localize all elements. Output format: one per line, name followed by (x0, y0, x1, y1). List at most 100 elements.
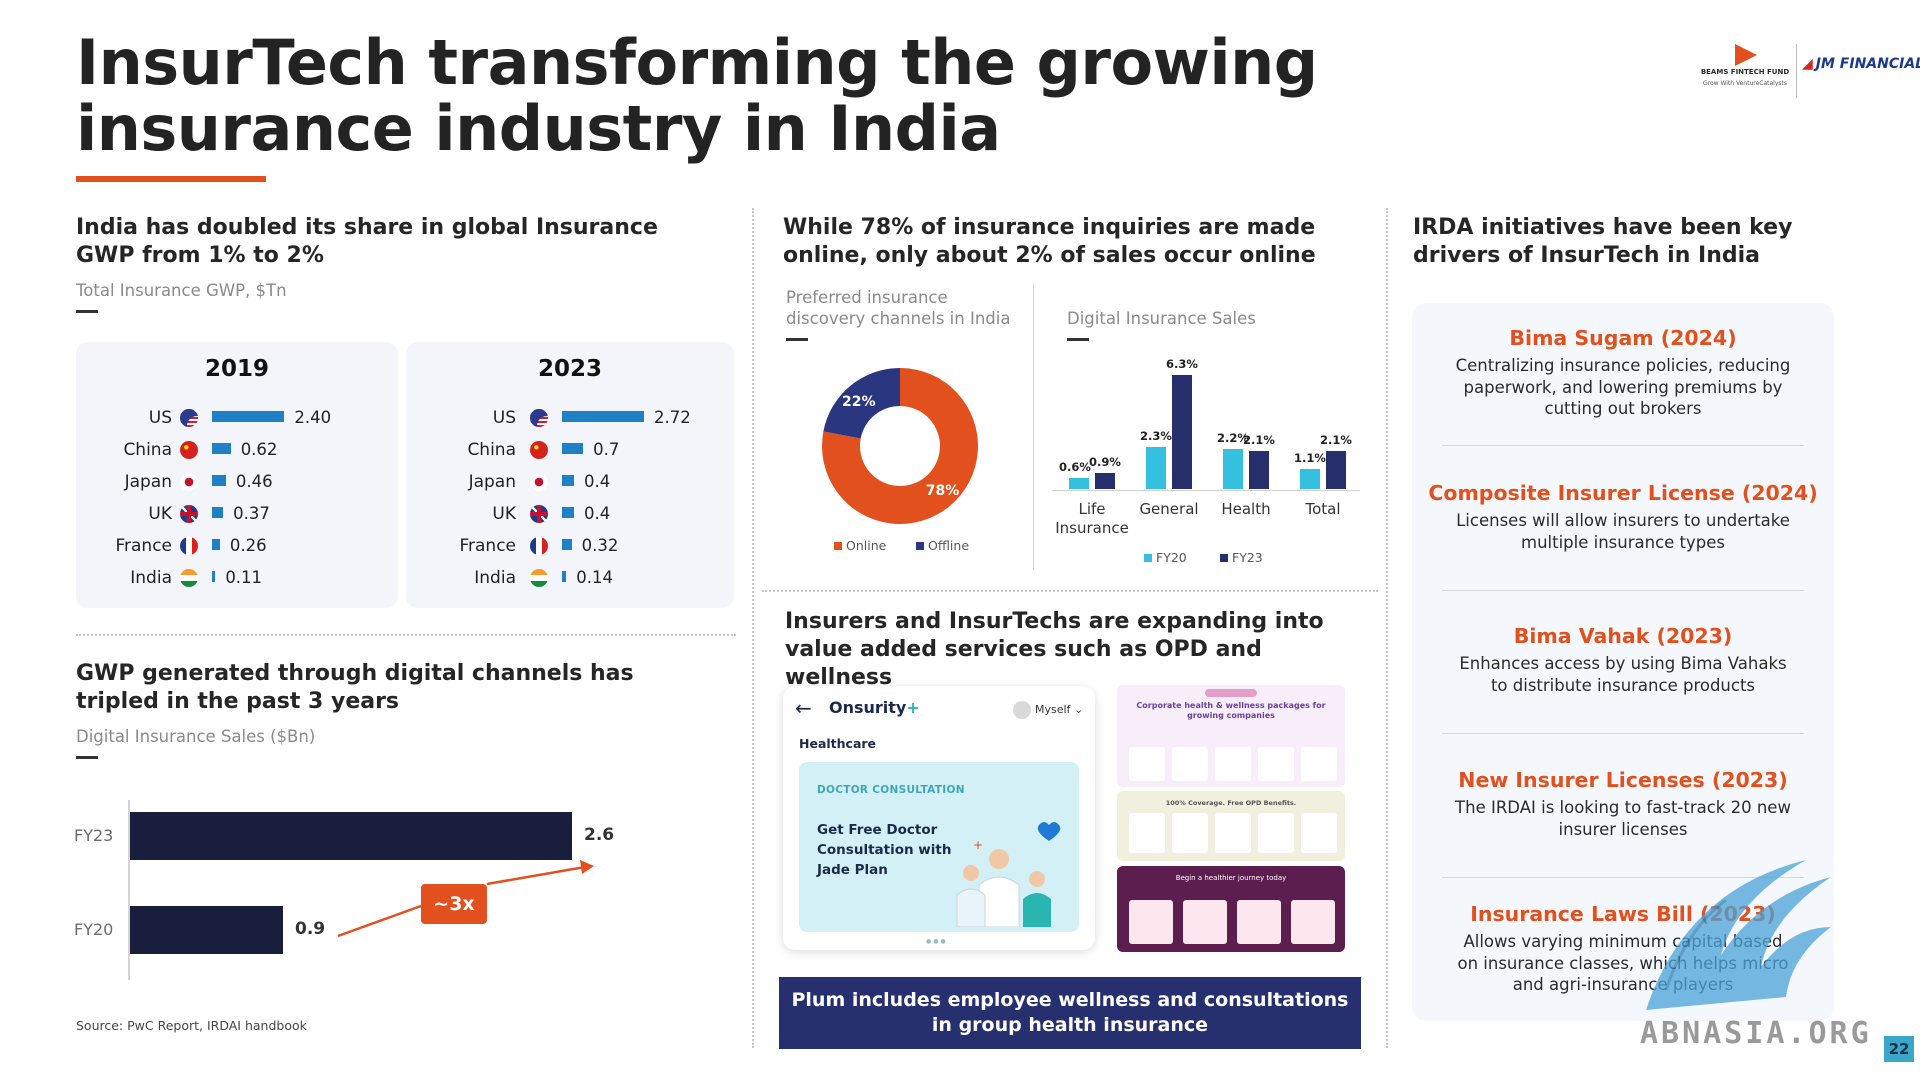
uk-flag-icon (530, 505, 548, 523)
column-divider-right (1386, 208, 1388, 1048)
donut-label-online: 78% (926, 483, 960, 499)
france-flag-icon (530, 537, 548, 555)
irda-heading: IRDA initiatives have been key drivers o… (1413, 215, 1793, 268)
sales-bar-fy23 (1172, 375, 1192, 489)
plum-screenshot-opd: 100% Coverage. Free OPD Benefits. (1117, 791, 1345, 861)
digital-heading: GWP generated through digital channels h… (76, 661, 634, 714)
donut-slice-online (822, 368, 978, 524)
gwp-row: US 2.40 (76, 406, 398, 430)
sales-bar-fy20 (1223, 449, 1243, 489)
sales-subtitle-dash (1067, 338, 1089, 341)
legend-swatch (1144, 554, 1152, 562)
initiative-divider (1442, 445, 1804, 446)
country-label: China (467, 440, 516, 460)
legend-label: FY23 (1232, 550, 1263, 565)
app-cta-text: Get Free Doctor Consultation with Jade P… (817, 822, 952, 878)
country-label: France (459, 536, 516, 556)
sales-bar-fy20 (1146, 447, 1166, 489)
gwp-row: Japan 0.4 (406, 470, 734, 494)
digital-category-label: FY23 (74, 826, 114, 845)
gwp-value: 0.62 (240, 440, 278, 459)
gwp-bar (562, 571, 567, 582)
donut-label-offline: 22% (842, 394, 876, 410)
carousel-dots: ●●● (926, 938, 948, 945)
inner-divider (1033, 284, 1034, 570)
gwp-heading: India has doubled its share in global In… (76, 215, 658, 268)
donut-slice-offline (823, 368, 900, 439)
initiative-description: Licenses will allow insurers to undertak… (1456, 511, 1790, 552)
sales-value-label: 0.9% (1089, 454, 1121, 469)
benefit-tile (1258, 813, 1294, 853)
gwp-value: 0.11 (225, 568, 263, 587)
bird-watermark-icon (1646, 860, 1831, 1010)
gwp-row: Japan 0.46 (76, 470, 398, 494)
growth-arrow (337, 860, 594, 938)
benefit-tile (1172, 813, 1208, 853)
jm-mark-icon: ◢ (1802, 56, 1813, 72)
beams-logo-name: BEAMS FINTECH FUND (1700, 68, 1790, 76)
donut-subtitle: Preferred insurance discovery channels i… (786, 288, 1011, 328)
gwp-bar (562, 443, 584, 454)
app-tag: DOCTOR CONSULTATION (817, 784, 965, 796)
us-flag-icon (180, 409, 198, 427)
initiative-description: The IRDAI is looking to fast-track 20 ne… (1455, 798, 1791, 839)
france-flag-icon (180, 537, 198, 555)
initiative-divider (1442, 590, 1804, 591)
page-title: InsurTech transforming the growing insur… (76, 26, 1318, 165)
country-label: France (115, 536, 172, 556)
gwp-value: 2.72 (654, 408, 691, 427)
irda-initiative: Composite Insurer License (2024) Licenses… (1412, 480, 1834, 553)
sales-value-label: 2.1% (1320, 433, 1352, 447)
country-label: US (492, 408, 516, 428)
gwp-bar (212, 411, 285, 422)
donut-legend-item: Online (834, 538, 886, 553)
gwp-value: 0.4 (584, 472, 611, 491)
sales-category-label: Total (1305, 500, 1341, 518)
sales-bar-fy23 (1326, 451, 1346, 489)
irda-initiative: New Insurer Licenses (2023) The IRDAI is … (1412, 767, 1834, 840)
gwp-row: US 2.72 (406, 406, 734, 430)
back-arrow-icon: ← (795, 696, 812, 720)
initiative-title: Bima Vahak (2023) (1513, 624, 1733, 648)
sales-bar-fy23 (1249, 451, 1269, 489)
gwp-bar (562, 411, 644, 422)
logo-divider (1796, 44, 1797, 98)
plum-banner: Plum includes employee wellness and cons… (779, 977, 1361, 1049)
plum-panel-title: 100% Coverage. Free OPD Benefits. (1165, 799, 1297, 807)
digital-category-label: FY20 (74, 920, 114, 939)
sales-value-label: 1.1% (1294, 451, 1326, 466)
plum-screenshot-journey: Begin a healthier journey today (1117, 866, 1345, 952)
gwp-value: 2.40 (294, 408, 332, 427)
column-divider-left (752, 208, 754, 1048)
china-flag-icon (530, 441, 548, 459)
benefit-tile (1215, 813, 1251, 853)
journey-tile (1237, 900, 1281, 944)
sales-category-label: Health (1221, 500, 1271, 518)
package-tile (1215, 747, 1251, 781)
gwp-value: 0.26 (229, 536, 267, 555)
package-tile (1301, 747, 1337, 781)
app-brand-name: Onsurity (829, 698, 907, 717)
irda-initiative: Bima Sugam (2024) Centralizing insurance … (1412, 325, 1834, 420)
journey-tile (1129, 900, 1173, 944)
avatar (1013, 701, 1031, 719)
app-user-menu: Myself ⌄ (1013, 701, 1083, 719)
benefit-tile (1301, 813, 1337, 853)
gwp-bar (212, 443, 231, 454)
gwp-bar (212, 475, 226, 486)
gwp-bar (562, 475, 575, 486)
india-flag-icon (180, 569, 198, 587)
gwp-row: France 0.26 (76, 534, 398, 558)
package-tile (1258, 747, 1294, 781)
plum-panel-title: Corporate health & wellness packages for… (1136, 701, 1326, 720)
doctors-illustration-icon: + (956, 822, 1061, 927)
gwp-bar (562, 539, 572, 550)
initiative-title: Composite Insurer License (2024) (1428, 481, 1818, 505)
donut-subtitle-dash (786, 338, 808, 341)
gwp-row: China 0.62 (76, 438, 398, 462)
sales-subtitle: Digital Insurance Sales (1067, 309, 1256, 328)
japan-flag-icon (180, 473, 198, 491)
sales-value-label: 6.3% (1166, 357, 1198, 371)
online-heading: While 78% of insurance inquiries are mad… (783, 215, 1316, 268)
gwp-row: India 0.14 (406, 566, 734, 590)
